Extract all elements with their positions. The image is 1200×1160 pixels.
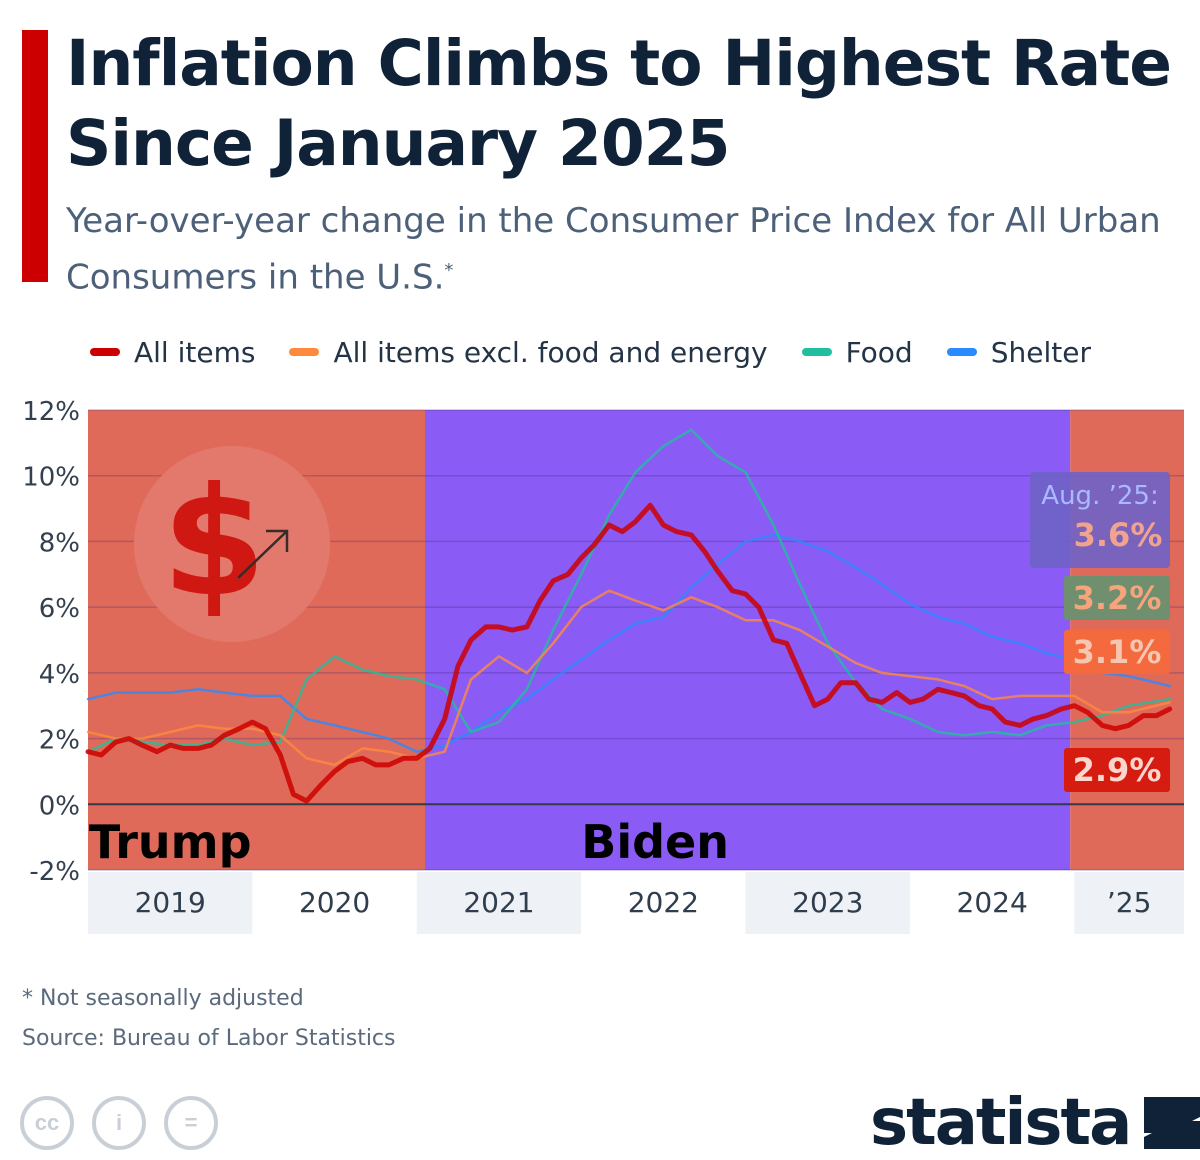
subtitle-footnote-mark: * [444, 260, 454, 281]
x-tick-label: 2019 [135, 886, 206, 919]
end-value-label: 3.1% [1073, 633, 1162, 671]
x-category-band [909, 872, 1075, 934]
legend-label: All items [134, 335, 256, 369]
no-derivatives-icon: = [164, 1096, 218, 1150]
y-tick-label: 4% [39, 660, 80, 690]
period-label-trump: Trump [89, 815, 252, 869]
source-note: Source: Bureau of Labor Statistics [22, 1026, 396, 1051]
legend-swatch [90, 348, 120, 356]
statista-logo[interactable]: statista [870, 1086, 1200, 1160]
cc-icon: cc [20, 1096, 74, 1150]
trend-arrow-icon [237, 529, 289, 579]
series-line-shelter [86, 533, 1171, 753]
dollar-rising-icon: $ [134, 446, 330, 642]
end-value-label: 2.9% [1073, 751, 1162, 789]
title-accent-bar [22, 30, 48, 282]
x-tick-label: ’25 [1107, 886, 1152, 919]
x-tick-label: 2023 [792, 886, 863, 919]
legend-item-all-items[interactable]: All items [90, 336, 255, 369]
end-label-box-food [1064, 576, 1170, 620]
legend-swatch [289, 348, 320, 356]
x-tick-label: 2020 [299, 886, 370, 919]
x-category-band [581, 872, 746, 934]
end-value-label: 3.6% [1074, 516, 1163, 554]
inflation-line-chart: 2019 2020 2021 2022 2023 2024 ’25 12% 10% 8% 6% 4% 2… [22, 397, 1184, 934]
series-line-food [86, 428, 1171, 753]
x-tick-label: 2022 [628, 886, 699, 919]
legend-swatch [946, 348, 977, 356]
x-category-band [88, 872, 253, 934]
period-label-biden: Biden [581, 815, 729, 869]
y-tick-label: 0% [39, 791, 80, 821]
legend-label: Food [845, 335, 913, 369]
end-value-label: 3.2% [1073, 579, 1162, 617]
end-label-box-all-items-excl-food-and-energy [1064, 630, 1170, 674]
legend-item-all-items-excl-food-and-energy[interactable]: All items excl. food and energy [289, 335, 768, 369]
period-band-biden [425, 410, 1071, 870]
dollar-icon-circle [134, 446, 330, 642]
subtitle: Year-over-year change in the Consumer Pr… [66, 196, 1166, 302]
y-tick-label: 6% [39, 594, 80, 624]
series-line-all-items [85, 502, 1173, 804]
y-tick-label: 10% [22, 463, 80, 493]
x-tick-label: 2024 [957, 886, 1028, 919]
y-tick-label: 12% [22, 397, 80, 427]
legend-swatch [801, 348, 832, 356]
subtitle-text: Year-over-year change in the Consumer Pr… [66, 201, 1161, 298]
end-label-box-all-items [1064, 748, 1170, 792]
latest-date-label: Aug. ’25: [1041, 481, 1158, 511]
footnote: * Not seasonally adjusted [22, 986, 304, 1011]
x-category-band [252, 872, 417, 934]
x-category-band [745, 872, 910, 934]
dollar-sign-glyph: $ [162, 456, 266, 630]
x-tick-label: 2021 [463, 886, 534, 919]
end-label-box-shelter [1030, 472, 1170, 568]
legend-item-shelter[interactable]: Shelter [946, 335, 1091, 369]
y-tick-label: 8% [39, 528, 80, 558]
legend-item-food[interactable]: Food [801, 335, 913, 369]
x-category-band [416, 872, 582, 934]
legend: All items All items excl. food and energy… [90, 330, 1125, 374]
attribution-icon: i [92, 1096, 146, 1150]
y-tick-label: -2% [29, 857, 80, 887]
legend-label: All items excl. food and energy [333, 335, 768, 369]
license-icons: cc i = [20, 1096, 236, 1150]
x-category-band [1074, 872, 1184, 934]
page-title: Inflation Climbs to Highest Rate Since J… [66, 27, 1172, 180]
legend-label: Shelter [990, 335, 1091, 369]
y-tick-label: 2% [39, 726, 80, 756]
brand-wordmark: statista [870, 1086, 1132, 1160]
statista-mark-icon [1144, 1097, 1200, 1149]
